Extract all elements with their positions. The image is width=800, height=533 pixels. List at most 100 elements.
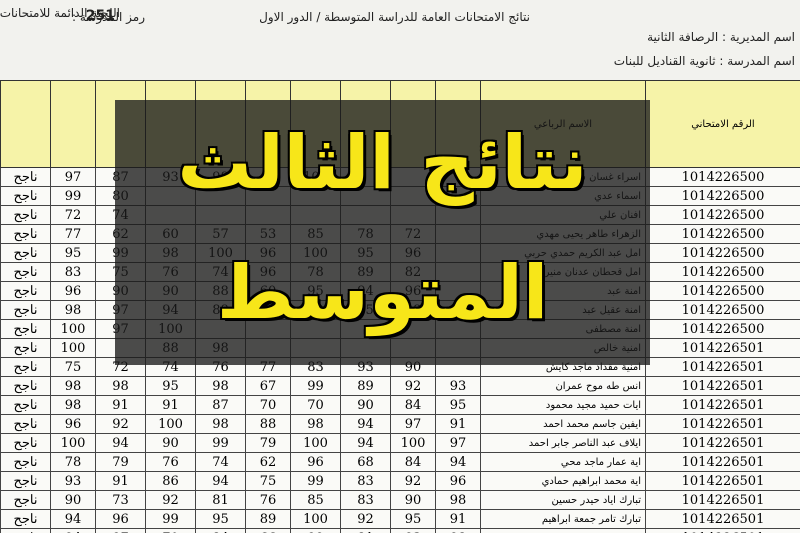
cell: ناجح	[0, 357, 51, 377]
cell: 95	[435, 395, 481, 415]
cell: ناجح	[0, 509, 51, 529]
result-row: 1014226501 تبارك تامر جمعة ابراهيم 91 95 92 1…	[0, 509, 800, 529]
school-name: اسم المدرسة : ثانوية القناديل للبنات	[613, 54, 795, 68]
school-code-label: رمز المدرسة :	[71, 10, 145, 24]
cell: 96	[95, 509, 146, 529]
exam-number: 1014226501	[645, 357, 800, 377]
student-name: تبارك تامر جمعة ابراهيم	[480, 509, 646, 529]
column-header: الرقم الامتحاني	[645, 80, 800, 168]
cell: 95	[195, 509, 246, 529]
exam-number: 1014226501	[645, 471, 800, 491]
cell: 70	[145, 528, 196, 533]
cell: 99	[290, 376, 341, 396]
cell: ناجح	[0, 395, 51, 415]
overlay: نتائج الثالث المتوسط	[115, 100, 650, 365]
cell: 98	[50, 395, 96, 415]
cell: 99	[145, 509, 196, 529]
cell: 62	[245, 452, 291, 472]
exam-number: 1014226500	[645, 243, 800, 263]
cell: 83	[340, 471, 391, 491]
cell: 94	[195, 471, 246, 491]
exam-number: 1014226500	[645, 186, 800, 206]
cell: 100	[390, 433, 436, 453]
result-row: 1014226501 اية عمار ماجد محي 94 84 68 96 62 74 7…	[0, 452, 800, 472]
cell: 91	[95, 471, 146, 491]
cell: ناجح	[0, 471, 51, 491]
cell: 97	[50, 167, 96, 187]
cell: 99	[50, 186, 96, 206]
exam-number: 1014226500	[645, 167, 800, 187]
exam-number: 1014226501	[645, 509, 800, 529]
column-header	[0, 80, 51, 168]
school-code: 251	[85, 8, 115, 24]
cell: 84	[390, 452, 436, 472]
exam-number: 1014226501	[645, 414, 800, 434]
cell: ناجح	[0, 167, 51, 187]
exam-number: 1014226501	[645, 452, 800, 472]
cell: 96	[290, 452, 341, 472]
cell: ناجح	[0, 376, 51, 396]
cell: 100	[50, 433, 96, 453]
cell: ناجح	[0, 243, 51, 263]
cell: 92	[145, 490, 196, 510]
committee: اللجنة الدائمة للامتحانات	[0, 6, 120, 20]
cell: 98	[195, 414, 246, 434]
cell: 74	[195, 452, 246, 472]
cell: ناجح	[0, 338, 51, 358]
cell: 84	[390, 395, 436, 415]
cell: 81	[195, 490, 246, 510]
exam-number: 1014226501	[645, 433, 800, 453]
cell: 91	[435, 509, 481, 529]
cell: 90	[50, 490, 96, 510]
cell: 100	[50, 338, 96, 358]
cell: 91	[95, 395, 146, 415]
overlay-line-1: نتائج الثالث	[177, 120, 588, 206]
exam-number: 1014226501	[645, 395, 800, 415]
cell: ناجح	[0, 205, 51, 225]
cell: ناجح	[0, 528, 51, 533]
cell: 90	[390, 490, 436, 510]
exam-number: 1014226501	[645, 338, 800, 358]
cell: ناجح	[0, 452, 51, 472]
cell: 78	[50, 452, 96, 472]
cell: 98	[50, 300, 96, 320]
cell: 94	[50, 528, 96, 533]
student-name: اية عمار ماجد محي	[480, 452, 646, 472]
column-header	[50, 80, 96, 168]
student-name: تبارك اياد حيدر حسين	[480, 490, 646, 510]
cell: 94	[435, 452, 481, 472]
cell: ناجح	[0, 433, 51, 453]
cell: 93	[435, 376, 481, 396]
cell: 93	[50, 471, 96, 491]
cell: 96	[50, 414, 96, 434]
cell: 96	[435, 471, 481, 491]
result-row: 1014226501 انس طه موح عمران 93 92 89 99 67 98 95…	[0, 376, 800, 396]
exam-number: 1014226501	[645, 490, 800, 510]
cell: 97	[435, 433, 481, 453]
cell: 95	[390, 509, 436, 529]
exam-number: 1014226500	[645, 224, 800, 244]
cell: 84	[195, 528, 246, 533]
cell: 94	[340, 414, 391, 434]
cell: 98	[50, 376, 96, 396]
cell: 90	[145, 433, 196, 453]
cell: 87	[195, 395, 246, 415]
cell: ناجح	[0, 186, 51, 206]
cell: ناجح	[0, 224, 51, 244]
page-title: نتائج الامتحانات العامة للدراسة المتوسطة…	[259, 10, 530, 24]
student-name: انس طه موح عمران	[480, 376, 646, 396]
cell: 73	[95, 490, 146, 510]
cell: 83	[50, 262, 96, 282]
cell: 99	[195, 433, 246, 453]
cell: 68	[340, 452, 391, 472]
cell: 92	[95, 414, 146, 434]
exam-number: 1014226500	[645, 262, 800, 282]
cell: 98	[195, 376, 246, 396]
cell: ناجح	[0, 300, 51, 320]
cell: 99	[290, 528, 341, 533]
result-row: 1014226501 ايلاف عبد الناصر جابر احمد 97 10…	[0, 433, 800, 453]
cell: 67	[245, 376, 291, 396]
cell: 70	[245, 395, 291, 415]
cell: 95	[50, 243, 96, 263]
